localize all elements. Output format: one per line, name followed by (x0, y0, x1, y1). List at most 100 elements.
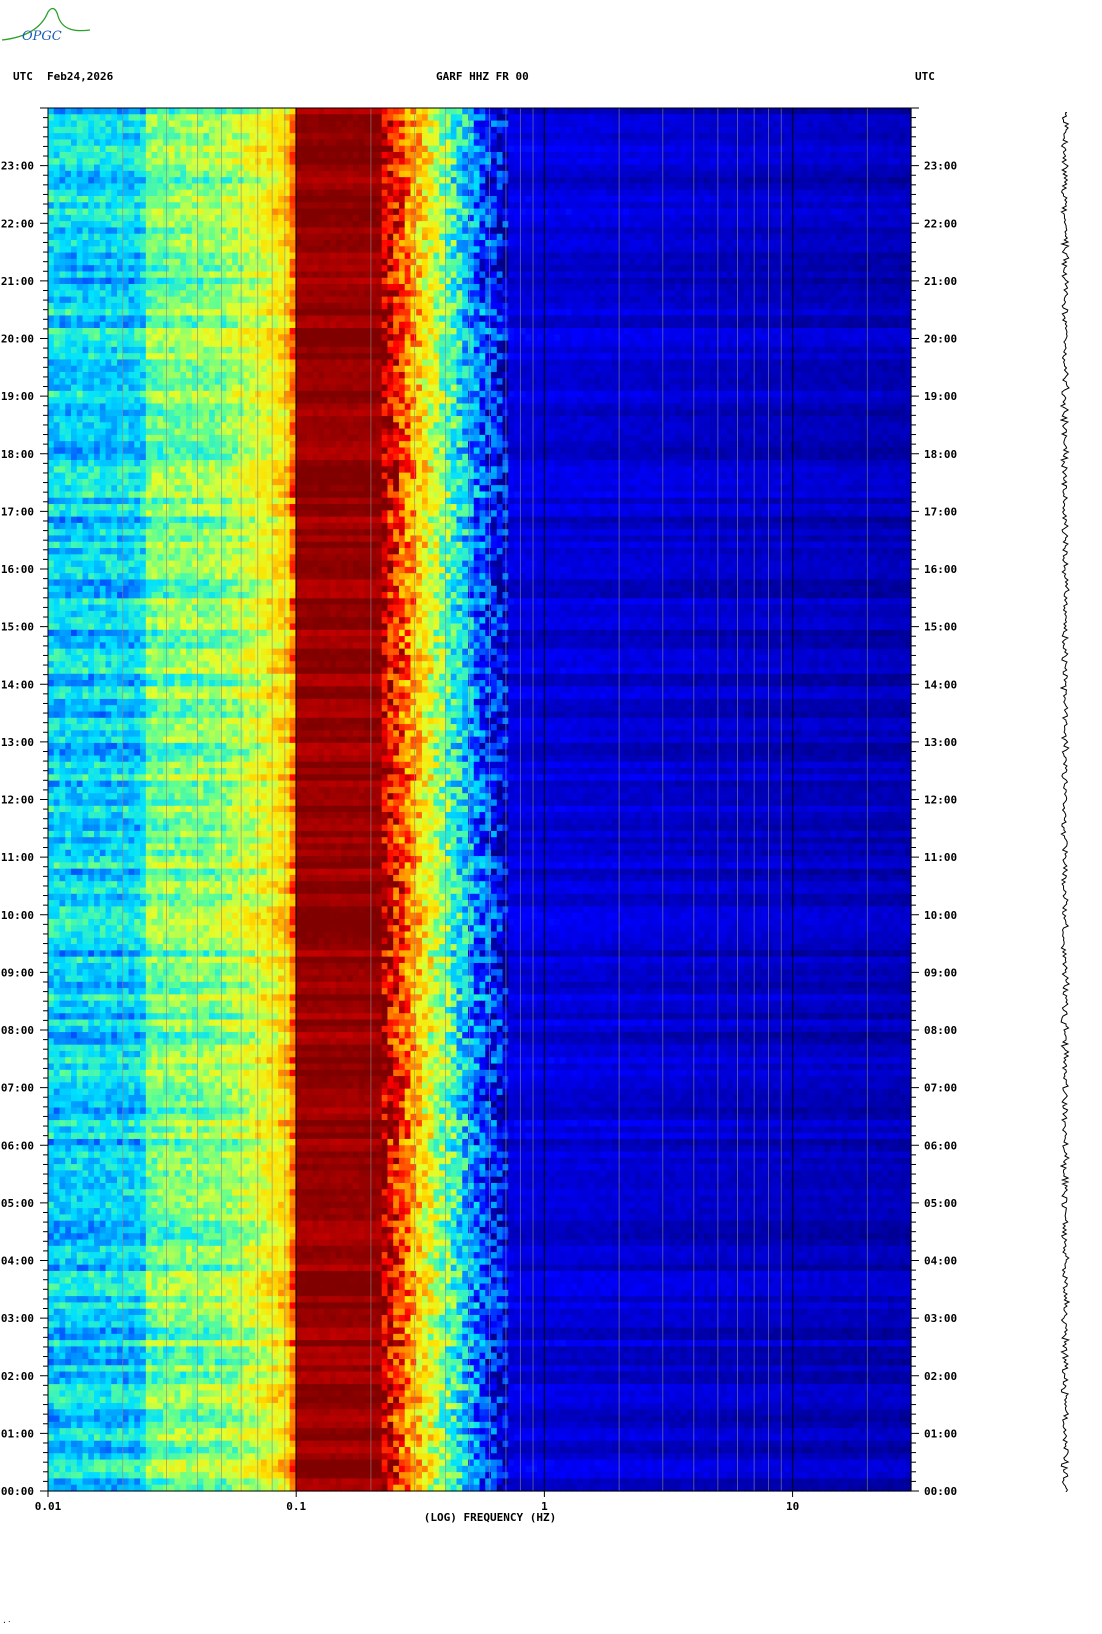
spectrogram-cell (272, 290, 279, 298)
spectrogram-cell (807, 233, 814, 241)
spectrogram-cell (583, 114, 590, 122)
spectrogram-cell (732, 202, 739, 210)
spectrogram-cell (249, 252, 256, 260)
spectrogram-cell (99, 246, 107, 254)
spectrogram-cell (755, 296, 763, 304)
spectrogram-cell (841, 152, 849, 159)
spectrogram-cell (646, 277, 653, 285)
spectrogram-cell (191, 183, 199, 191)
spectrogram-cell (790, 246, 797, 254)
spectrogram-cell (830, 120, 837, 128)
spectrogram-cell (588, 214, 596, 222)
spectrogram-cell (870, 133, 878, 141)
spectrogram-cell (111, 108, 118, 115)
spectrogram-cell (623, 208, 630, 216)
spectrogram-cell (53, 114, 61, 122)
spectrogram-cell (312, 246, 319, 254)
spectrogram-cell (744, 177, 751, 185)
spectrogram-cell (82, 302, 89, 310)
spectrogram-cell (191, 252, 199, 260)
spectrogram-cell (594, 133, 601, 141)
spectrogram-cell (571, 277, 578, 285)
spectrogram-cell (703, 152, 711, 159)
spectrogram-cell (508, 152, 515, 159)
spectrogram-cell (99, 126, 107, 134)
spectrogram-cell (278, 271, 285, 279)
spectrogram-cell (657, 120, 665, 128)
spectrogram-cell (105, 258, 112, 266)
spectrogram-cell (174, 183, 181, 191)
spectrogram-cell (364, 189, 371, 197)
spectrogram-cell (698, 290, 705, 298)
spectrogram-cell (347, 164, 354, 172)
spectrogram-cell (65, 284, 72, 291)
spectrogram-cell (640, 240, 647, 247)
spectrogram-cell (479, 139, 486, 147)
spectrogram-cell (790, 114, 797, 122)
spectrogram-cell (295, 126, 302, 134)
spectrogram-cell (899, 246, 906, 254)
spectrogram-cell (416, 189, 423, 197)
spectrogram-cell (301, 233, 308, 241)
spectrogram-cell (272, 246, 279, 254)
spectrogram-cell (324, 296, 331, 304)
spectrogram-cell (634, 302, 642, 310)
spectrogram-cell (318, 290, 325, 298)
spectrogram-cell (744, 108, 751, 115)
spectrogram-cell (519, 221, 527, 229)
spectrogram-cell (191, 126, 199, 134)
spectrogram-cell (306, 120, 314, 128)
spectrogram-cell (583, 271, 590, 279)
spectrogram-cell (646, 208, 653, 216)
spectrogram-cell (761, 145, 768, 153)
spectrogram-cell (698, 258, 705, 266)
spectrogram-cell (905, 309, 912, 317)
spectrogram-cell (859, 152, 866, 159)
spectrogram-plot (48, 108, 912, 1492)
spectrogram-cell (548, 309, 555, 317)
spectrogram-cell (565, 309, 573, 317)
spectrogram-cell (301, 309, 308, 317)
spectrogram-cell (836, 296, 843, 304)
spectrogram-cell (841, 133, 849, 141)
spectrogram-cell (859, 158, 866, 166)
spectrogram-cell (444, 290, 452, 298)
spectrogram-cell (197, 189, 204, 197)
spectrogram-cell (117, 290, 124, 298)
spectrogram-cell (577, 233, 584, 241)
spectrogram-cell (82, 296, 89, 304)
spectrogram-cell (467, 133, 475, 141)
spectrogram-cell (416, 302, 423, 310)
spectrogram-cell (473, 271, 481, 279)
spectrogram-cell (864, 309, 872, 317)
spectrogram-cell (249, 152, 256, 159)
spectrogram-cell (82, 120, 89, 128)
spectrogram-cell (352, 183, 360, 191)
spectrogram-cell (370, 258, 377, 266)
spectrogram-cell (65, 271, 72, 279)
spectrogram-cell (473, 158, 481, 166)
spectrogram-cell (887, 302, 895, 310)
spectrogram-cell (634, 139, 642, 147)
spectrogram-cell (335, 202, 343, 210)
spectrogram-cell (375, 139, 383, 147)
spectrogram-cell (577, 296, 584, 304)
spectrogram-cell (467, 252, 475, 260)
spectrogram-cell (721, 108, 728, 115)
spectrogram-cell (272, 277, 279, 285)
spectrogram-cell (260, 158, 268, 166)
spectrogram-cell (203, 145, 210, 153)
spectrogram-cell (703, 208, 711, 216)
spectrogram-cell (738, 296, 745, 304)
spectrogram-cell (76, 302, 84, 310)
spectrogram-cell (588, 139, 596, 147)
spectrogram-cell (588, 265, 596, 273)
spectrogram-cell (444, 202, 452, 210)
spectrogram-cell (404, 296, 412, 304)
spectrogram-cell (421, 164, 429, 172)
spectrogram-cell (905, 158, 912, 166)
spectrogram-cell (726, 214, 734, 222)
spectrogram-cell (818, 240, 826, 247)
spectrogram-cell (761, 284, 768, 291)
spectrogram-cell (358, 164, 366, 172)
